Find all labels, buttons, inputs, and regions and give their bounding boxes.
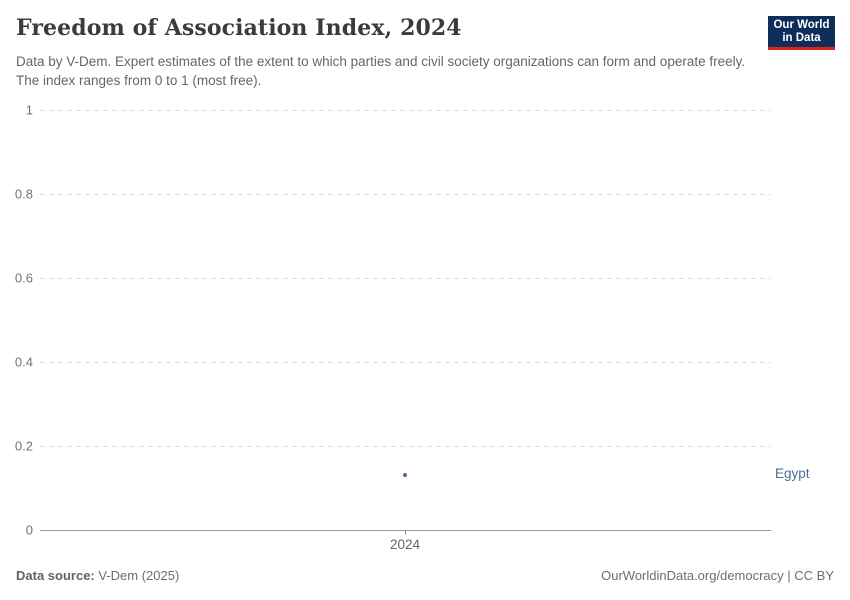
y-gridline (40, 194, 771, 195)
owid-logo-line2: in Data (782, 31, 821, 44)
owid-logo-line1: Our World (773, 18, 830, 31)
y-tick-label: 0 (25, 522, 33, 538)
y-gridline (40, 278, 771, 279)
x-tick-mark (405, 530, 406, 535)
data-source: Data source: V-Dem (2025) (16, 568, 179, 583)
chart-subtitle: Data by V-Dem. Expert estimates of the e… (16, 54, 746, 88)
y-tick-label: 0.2 (14, 438, 33, 454)
y-gridline (40, 362, 771, 363)
data-source-value: V-Dem (2025) (98, 568, 180, 583)
chart-footer: Data source: V-Dem (2025) OurWorldinData… (16, 568, 834, 583)
y-tick-label: 1 (25, 102, 33, 118)
y-gridline (40, 110, 771, 111)
data-source-label: Data source: (16, 568, 95, 583)
y-tick-label: 0.4 (14, 354, 33, 370)
x-tick-label: 2024 (389, 537, 421, 552)
y-gridline (40, 446, 771, 447)
y-tick-label: 0.8 (14, 186, 33, 202)
chart-title: Freedom of Association Index, 2024 (16, 15, 462, 41)
owid-logo[interactable]: Our World in Data (768, 16, 835, 50)
y-tick-label: 0.6 (14, 270, 33, 286)
data-point[interactable] (403, 473, 407, 478)
entity-label[interactable]: Egypt (775, 466, 810, 482)
credit-link[interactable]: OurWorldinData.org/democracy | CC BY (601, 568, 834, 583)
